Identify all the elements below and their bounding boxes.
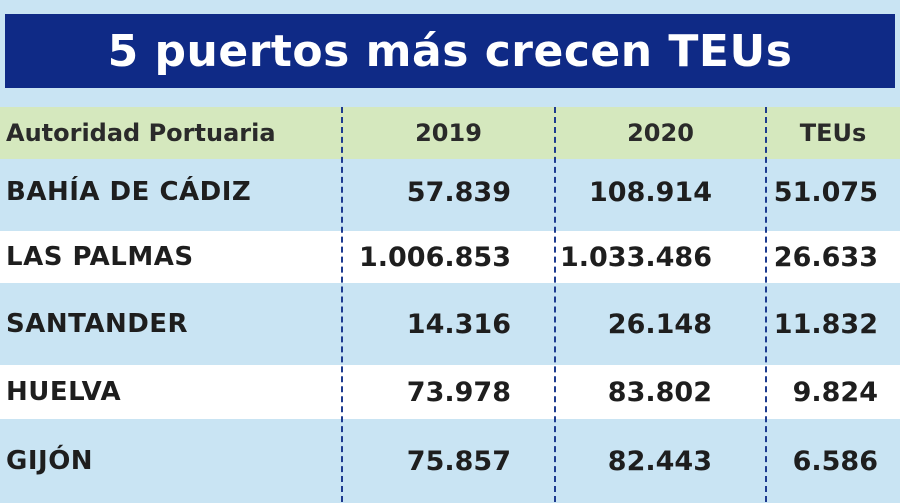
table-header-row: Autoridad Portuaria 2019 2020 TEUs <box>0 107 900 159</box>
table-row: HUELVA 73.978 83.802 9.824 <box>0 365 900 419</box>
title-banner: 5 puertos más crecen TEUs <box>5 14 895 88</box>
value-2019: 14.316 <box>342 283 555 365</box>
value-2020: 26.148 <box>555 283 766 365</box>
column-divider <box>554 107 556 502</box>
value-2020: 83.802 <box>555 365 766 419</box>
value-2019: 75.857 <box>342 419 555 503</box>
value-teus: 9.824 <box>766 365 900 419</box>
column-header-port: Autoridad Portuaria <box>0 107 342 159</box>
column-header-2020: 2020 <box>555 107 766 159</box>
page-title: 5 puertos más crecen TEUs <box>107 25 793 77</box>
value-teus: 51.075 <box>766 159 900 225</box>
column-header-2019: 2019 <box>342 107 555 159</box>
table-row: SANTANDER 14.316 26.148 11.832 <box>0 283 900 365</box>
port-name: BAHÍA DE CÁDIZ <box>0 159 342 225</box>
column-header-teus: TEUs <box>766 107 900 159</box>
table-row: GIJÓN 75.857 82.443 6.586 <box>0 419 900 503</box>
table-row: BAHÍA DE CÁDIZ 57.839 108.914 51.075 <box>0 159 900 225</box>
port-name: SANTANDER <box>0 283 342 365</box>
value-teus: 26.633 <box>766 231 900 283</box>
value-2019: 73.978 <box>342 365 555 419</box>
value-2019: 57.839 <box>342 159 555 225</box>
column-divider <box>341 107 343 502</box>
teu-table: Autoridad Portuaria 2019 2020 TEUs BAHÍA… <box>0 107 900 503</box>
value-2020: 1.033.486 <box>555 231 766 283</box>
column-divider <box>765 107 767 502</box>
port-name: GIJÓN <box>0 419 342 503</box>
value-teus: 11.832 <box>766 283 900 365</box>
table-row: LAS PALMAS 1.006.853 1.033.486 26.633 <box>0 231 900 283</box>
value-2020: 82.443 <box>555 419 766 503</box>
value-2019: 1.006.853 <box>342 231 555 283</box>
value-teus: 6.586 <box>766 419 900 503</box>
port-name: LAS PALMAS <box>0 231 342 283</box>
port-name: HUELVA <box>0 365 342 419</box>
value-2020: 108.914 <box>555 159 766 225</box>
